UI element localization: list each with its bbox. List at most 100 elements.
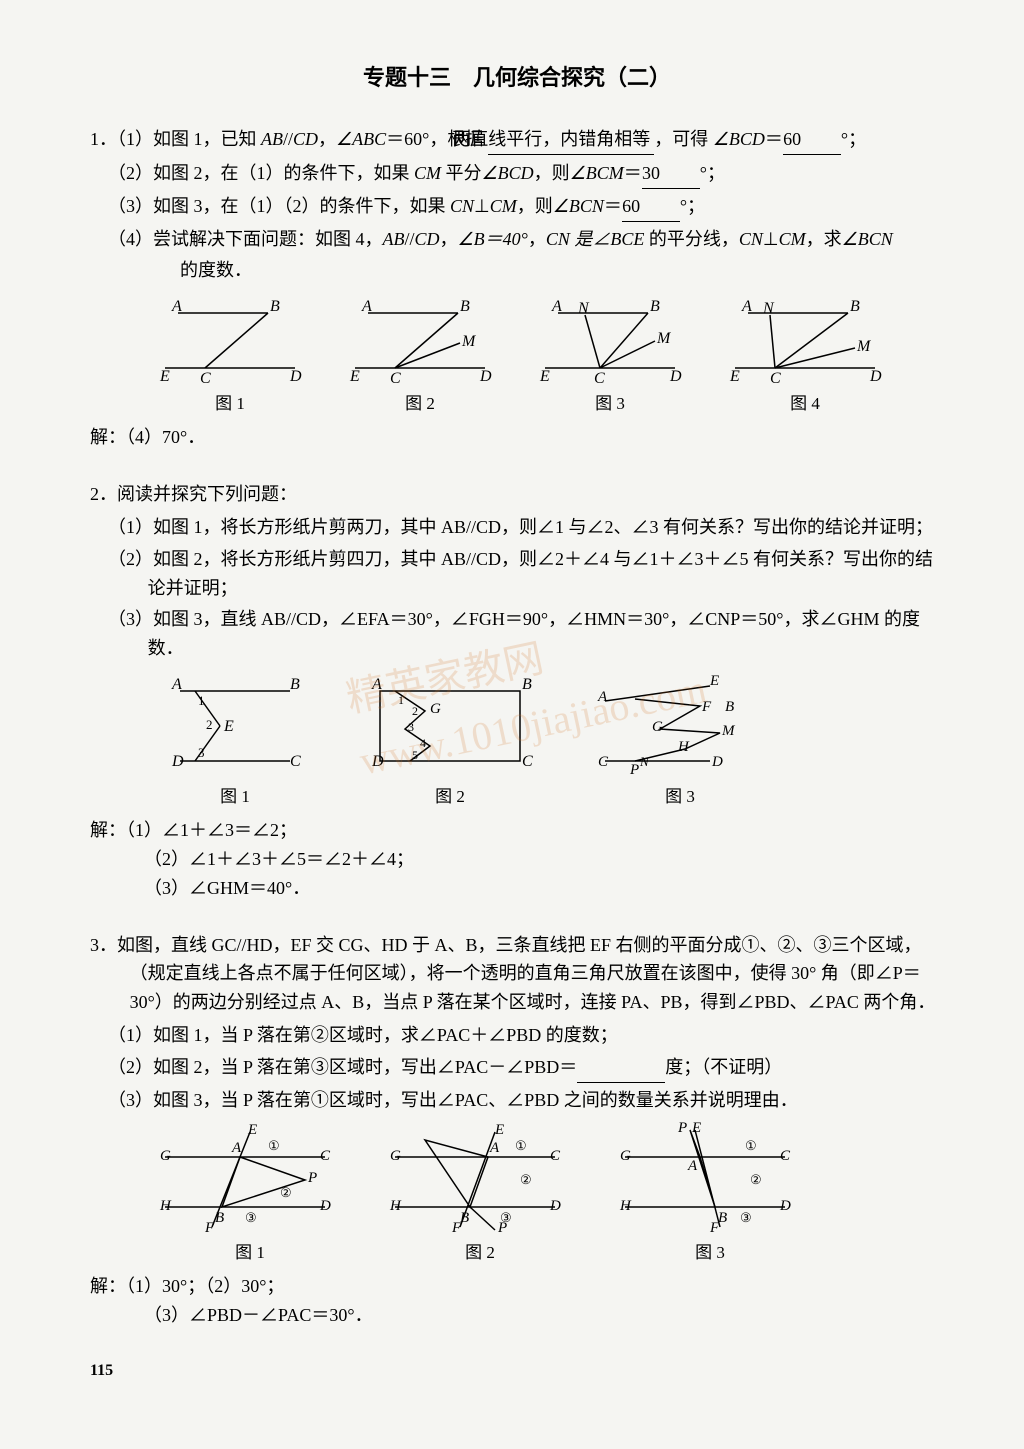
svg-text:3: 3 xyxy=(198,745,205,760)
q3-fig1: E G A C P H B D F ① ② ③ 图 1 xyxy=(150,1122,350,1266)
q2-sol3: （3）∠GHM＝40°． xyxy=(90,874,944,903)
q3-fig1-svg: E G A C P H B D F ① ② ③ xyxy=(150,1122,350,1237)
svg-text:E: E xyxy=(247,1122,257,1138)
perp: ⊥ xyxy=(474,196,490,216)
bcd: ∠BCD xyxy=(713,129,765,149)
svg-text:①: ① xyxy=(268,1138,280,1153)
deg1: °； xyxy=(841,129,866,149)
svg-text:F: F xyxy=(701,699,712,715)
bce: ∠BCE xyxy=(592,229,644,249)
q3-fig3-svg: E P G A C H B D F ① ② ③ xyxy=(610,1122,810,1237)
q2-fig1-label: 图 1 xyxy=(150,783,320,810)
svg-text:P: P xyxy=(677,1122,687,1136)
q2-part2: （2）如图 2，将长方形纸片剪四刀，其中 AB//CD，则∠2＋∠4 与∠1＋∠… xyxy=(90,545,944,603)
deg3: °； xyxy=(680,196,705,216)
svg-text:A: A xyxy=(489,1140,500,1156)
svg-text:C: C xyxy=(320,1148,331,1164)
q2-fig1-svg: A B E D C 1 2 3 xyxy=(150,671,320,781)
q1-fig2: A B M E C D 图 2 xyxy=(340,293,500,417)
q3-fig2-svg: E G A C P H B D F ① ② ③ xyxy=(380,1122,580,1237)
svg-text:A: A xyxy=(361,298,372,315)
svg-text:G: G xyxy=(390,1148,401,1164)
svg-text:3: 3 xyxy=(408,720,414,734)
qiu: 求 xyxy=(824,229,842,249)
bcn2: ∠BCN xyxy=(842,229,893,249)
cnshi: CN 是 xyxy=(546,229,593,249)
perp2: ⊥ xyxy=(763,229,779,249)
q2-fig3-label: 图 3 xyxy=(580,783,780,810)
svg-text:A: A xyxy=(231,1140,242,1156)
q3p2: （2）如图 2，当 P 落在第③区域时，写出∠PAC－∠PBD＝ xyxy=(108,1057,577,1077)
q1-fig1-label: 图 1 xyxy=(150,390,310,417)
q3p2b: 度；（不证明） xyxy=(665,1057,782,1077)
svg-text:1: 1 xyxy=(398,693,404,707)
svg-text:B: B xyxy=(522,676,532,693)
svg-text:E: E xyxy=(691,1122,701,1136)
svg-text:G: G xyxy=(652,719,663,735)
svg-text:E: E xyxy=(709,673,719,689)
svg-text:G: G xyxy=(620,1148,631,1164)
deg2: °； xyxy=(700,163,725,183)
q3-fig2: E G A C P H B D F ① ② ③ 图 2 xyxy=(380,1122,580,1266)
q1-p1-text: （1）如图 1，已知 xyxy=(117,129,257,149)
q2-sol1: 解：（1）∠1＋∠3＝∠2； xyxy=(90,816,944,845)
svg-text:B: B xyxy=(215,1210,224,1226)
q2-fig3-svg: A E F B G M H C D P N xyxy=(580,671,780,781)
svg-text:A: A xyxy=(687,1158,698,1174)
svg-text:E: E xyxy=(349,368,360,385)
svg-text:A: A xyxy=(551,298,562,315)
svg-text:G: G xyxy=(430,701,441,717)
svg-text:B: B xyxy=(725,699,734,715)
svg-text:1: 1 xyxy=(198,693,205,708)
q1-figures: A B E C D 图 1 A B xyxy=(150,293,944,417)
svg-text:B: B xyxy=(290,676,300,693)
svg-text:C: C xyxy=(522,753,533,770)
q2-fig1: A B E D C 1 2 3 图 1 xyxy=(150,671,320,810)
svg-text:③: ③ xyxy=(245,1210,257,1225)
blank-60b: 60 xyxy=(622,192,680,222)
worksheet-page: 专题十三 几何综合探究（二） 1．（1）如图 1，已知 AB//CD，∠ABC＝… xyxy=(0,0,1024,1449)
svg-text:P: P xyxy=(307,1170,317,1186)
q2-part1: （1）如图 1，将长方形纸片剪两刀，其中 AB//CD，则∠1 与∠2、∠3 有… xyxy=(90,513,944,542)
blank-reason: 两直线平行，内错角相等 xyxy=(488,125,654,155)
b40: ∠B＝40° xyxy=(458,229,528,249)
q1-fig3: A B N M E C D 图 3 xyxy=(530,293,690,417)
svg-text:②: ② xyxy=(520,1172,532,1187)
q3-figures: E G A C P H B D F ① ② ③ 图 1 xyxy=(150,1122,944,1266)
svg-text:F: F xyxy=(204,1220,215,1236)
svg-text:②: ② xyxy=(750,1172,762,1187)
svg-text:H: H xyxy=(677,739,690,755)
svg-text:C: C xyxy=(550,1148,561,1164)
svg-text:C: C xyxy=(770,370,781,387)
svg-text:M: M xyxy=(656,330,672,347)
svg-text:D: D xyxy=(549,1198,561,1214)
pf: 平分 xyxy=(441,163,482,183)
svg-text:A: A xyxy=(741,298,752,315)
q1-fig3-svg: A B N M E C D xyxy=(530,293,690,388)
svg-text:③: ③ xyxy=(740,1210,752,1225)
q1-part3: （3）如图 3，在（1）（2）的条件下，如果 CN⊥CM，则∠BCN＝60°； xyxy=(90,192,944,222)
q1p2a: （2）如图 2，在（1）的条件下，如果 xyxy=(108,163,410,183)
q3-fig3-label: 图 3 xyxy=(610,1239,810,1266)
svg-text:D: D xyxy=(711,754,723,770)
svg-text:B: B xyxy=(718,1210,727,1226)
q1-fig4-svg: A B N M E C D xyxy=(720,293,890,388)
cm: CM xyxy=(414,163,441,183)
problem-3: 3．如图，直线 GC//HD，EF 交 CG、HD 于 A、B，三条直线把 EF… xyxy=(90,931,944,1331)
q2-fig2-svg: A B D C G 1 2 3 4 5 xyxy=(350,671,550,781)
svg-text:M: M xyxy=(721,723,736,739)
q2-sol2: （2）∠1＋∠3＋∠5＝∠2＋∠4； xyxy=(90,845,944,874)
problem-2: 2．阅读并探究下列问题： （1）如图 1，将长方形纸片剪两刀，其中 AB//CD… xyxy=(90,480,944,902)
cd-label: CD xyxy=(293,129,318,149)
q2-stem: 2．阅读并探究下列问题： xyxy=(90,480,944,509)
svg-text:③: ③ xyxy=(500,1210,512,1225)
ab2: AB xyxy=(383,229,405,249)
svg-text:5: 5 xyxy=(412,748,418,762)
svg-text:B: B xyxy=(650,298,660,315)
svg-text:C: C xyxy=(598,754,609,770)
page-title: 专题十三 几何综合探究（二） xyxy=(90,60,944,95)
svg-text:G: G xyxy=(160,1148,171,1164)
svg-text:D: D xyxy=(669,368,682,385)
svg-text:A: A xyxy=(171,676,182,693)
cn: CN xyxy=(450,196,474,216)
